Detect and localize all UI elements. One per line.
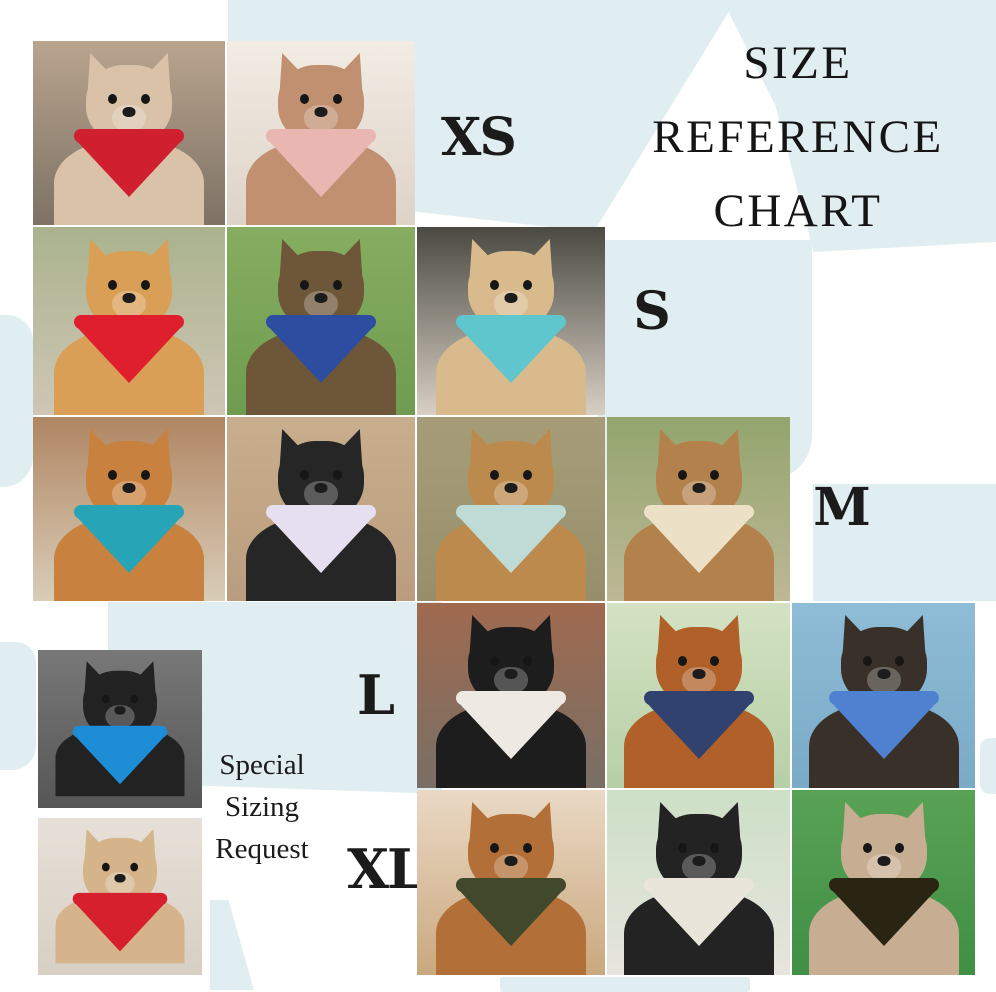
photo-s-terrier-red-bandana xyxy=(33,227,225,415)
pet-illustration xyxy=(33,41,225,225)
bandana-icon xyxy=(829,888,938,947)
special-line-2: Sizing xyxy=(224,791,300,823)
bg-shape-bottom-strip xyxy=(500,977,750,992)
special-line-1: Special xyxy=(219,749,305,781)
title-line-1: SIZE xyxy=(743,37,853,89)
photo-m-german-shepherd xyxy=(607,417,790,601)
bg-shape-right-wedge xyxy=(980,738,996,794)
size-label-s: S xyxy=(633,281,671,342)
photo-s-airedale-dino-bandana xyxy=(227,227,415,415)
pet-illustration xyxy=(49,653,190,797)
bandana-icon xyxy=(644,701,753,760)
pet-illustration xyxy=(607,603,790,788)
pet-illustration xyxy=(227,41,415,225)
pet-illustration xyxy=(33,227,225,415)
pet-illustration xyxy=(607,790,790,975)
bandana-icon xyxy=(73,901,167,952)
bandana-icon xyxy=(644,888,753,947)
special-sizing-label: Special Sizing Request xyxy=(178,744,346,870)
size-label-l: L xyxy=(357,663,395,727)
bandana-icon xyxy=(457,325,565,384)
pet-illustration xyxy=(417,603,605,788)
photo-special-dachshund-wonder-woman xyxy=(38,818,202,975)
pet-illustration xyxy=(227,417,415,601)
bandana-icon xyxy=(457,701,565,760)
pet-illustration xyxy=(227,227,415,415)
photo-l-black-shepherd xyxy=(417,603,605,788)
pet-illustration xyxy=(49,821,190,964)
special-line-3: Request xyxy=(215,833,309,865)
bandana-icon xyxy=(75,514,183,573)
bg-shape-left-strip-lower xyxy=(0,642,36,770)
pet-illustration xyxy=(417,417,605,601)
photo-xl-newfoundland-cow-bandana xyxy=(607,790,790,975)
bandana-icon xyxy=(75,325,183,384)
bg-shape-left-strip xyxy=(0,315,33,487)
page-title: SIZE REFERENCE CHART xyxy=(600,26,996,248)
photo-m-corgi-teal-bandana xyxy=(33,417,225,601)
size-label-xl: XL xyxy=(347,837,425,901)
bandana-icon xyxy=(267,514,375,573)
photo-l-golden-gingham-bandana xyxy=(607,603,790,788)
pet-illustration xyxy=(607,417,790,601)
photo-xs-cats-pink-bandana xyxy=(227,41,415,225)
photo-xs-cat-wonder-woman xyxy=(33,41,225,225)
photo-xl-pitbull-batman-bandana xyxy=(792,790,975,975)
photo-xl-collie-paisley-bandana xyxy=(417,790,605,975)
photo-l-dog-shark-bandana xyxy=(792,603,975,788)
title-line-2: REFERENCE xyxy=(652,111,944,163)
bandana-icon xyxy=(267,325,375,384)
bandana-icon xyxy=(75,138,183,197)
photo-special-dachshund-batman xyxy=(38,650,202,808)
pet-illustration xyxy=(417,227,605,415)
pet-illustration xyxy=(792,603,975,788)
title-line-3: CHART xyxy=(713,185,883,237)
photo-m-doodle-sunglasses xyxy=(417,417,605,601)
pet-illustration xyxy=(792,790,975,975)
size-label-m: M xyxy=(813,477,871,538)
bandana-icon xyxy=(457,888,565,947)
bg-shape-bottom-wedge xyxy=(210,900,254,990)
pet-illustration xyxy=(417,790,605,975)
bandana-icon xyxy=(267,138,375,197)
bg-shape-m-panel xyxy=(813,484,996,601)
size-label-xs: XS xyxy=(441,107,517,168)
bandana-icon xyxy=(644,514,753,573)
bandana-icon xyxy=(73,733,167,784)
photo-m-heeler-floral-bandana xyxy=(227,417,415,601)
photo-s-dog-bow-headband xyxy=(417,227,605,415)
bandana-icon xyxy=(457,514,565,573)
bandana-icon xyxy=(829,701,938,760)
pet-illustration xyxy=(33,417,225,601)
